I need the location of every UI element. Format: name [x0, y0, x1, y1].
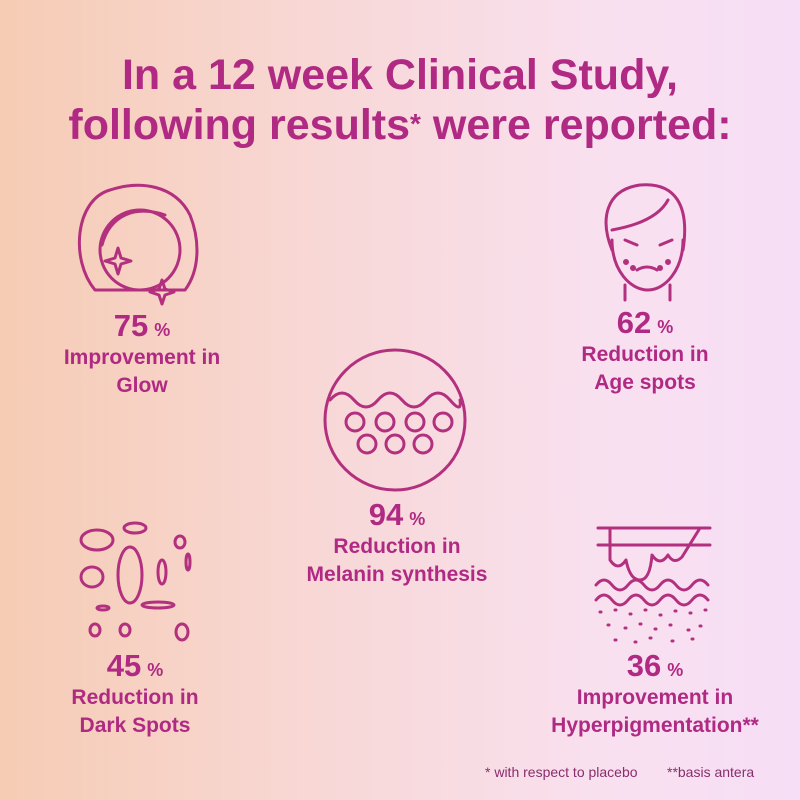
stat: 62% Reduction in Age spots [581, 305, 708, 397]
stat-figure: 75% [64, 308, 220, 344]
dark-spots-icon [79, 521, 192, 642]
stat-label: Dark Spots [79, 714, 191, 737]
stat-label: Age spots [594, 371, 696, 394]
stat: 94% Reduction in Melanin synthesis [307, 497, 488, 589]
stat: 75% Improvement in Glow [64, 308, 220, 400]
title-text: were reported: [432, 101, 732, 149]
title-line: following results* were reported: [0, 104, 800, 147]
stat-label: Reduction in [333, 535, 461, 558]
title-line: In a 12 week Clinical Study, [121, 51, 679, 99]
title-marker: * [410, 108, 421, 139]
stat-unit: % [667, 660, 684, 680]
stat-figure: 36% [551, 648, 759, 684]
stat-unit: % [409, 509, 426, 529]
stat-value: 94 [368, 497, 404, 532]
stat-label: Reduction in [581, 343, 709, 366]
stat-label: Reduction in [71, 686, 199, 709]
stat-unit: % [147, 660, 164, 680]
title-text: following results [68, 101, 411, 149]
footnote: **basis antera [667, 764, 755, 780]
stat-label: Improvement in [576, 686, 734, 709]
stat: 45% Reduction in Dark Spots [71, 648, 198, 740]
footnote: * with respect to placebo [485, 764, 638, 780]
stat: 36% Improvement in Hyperpigmentation** [551, 648, 759, 740]
stat-value: 62 [616, 305, 652, 340]
stat-value: 36 [626, 648, 662, 683]
stat-value: 45 [106, 648, 142, 683]
glow-icon [77, 183, 199, 306]
stat-label: Melanin synthesis [306, 563, 488, 586]
melanin-icon [323, 348, 467, 492]
stat-unit: % [154, 320, 171, 340]
age-spots-icon [604, 183, 687, 302]
stat-value: 75 [113, 308, 149, 343]
stat-label: Hyperpigmentation** [551, 714, 759, 737]
stat-unit: % [657, 317, 674, 337]
stat-figure: 45% [71, 648, 198, 684]
hyperpigmentation-icon [594, 526, 712, 644]
stat-figure: 62% [581, 305, 708, 341]
stat-label: Improvement in [63, 346, 221, 369]
stat-figure: 94% [307, 497, 488, 533]
stat-label: Glow [116, 374, 168, 397]
